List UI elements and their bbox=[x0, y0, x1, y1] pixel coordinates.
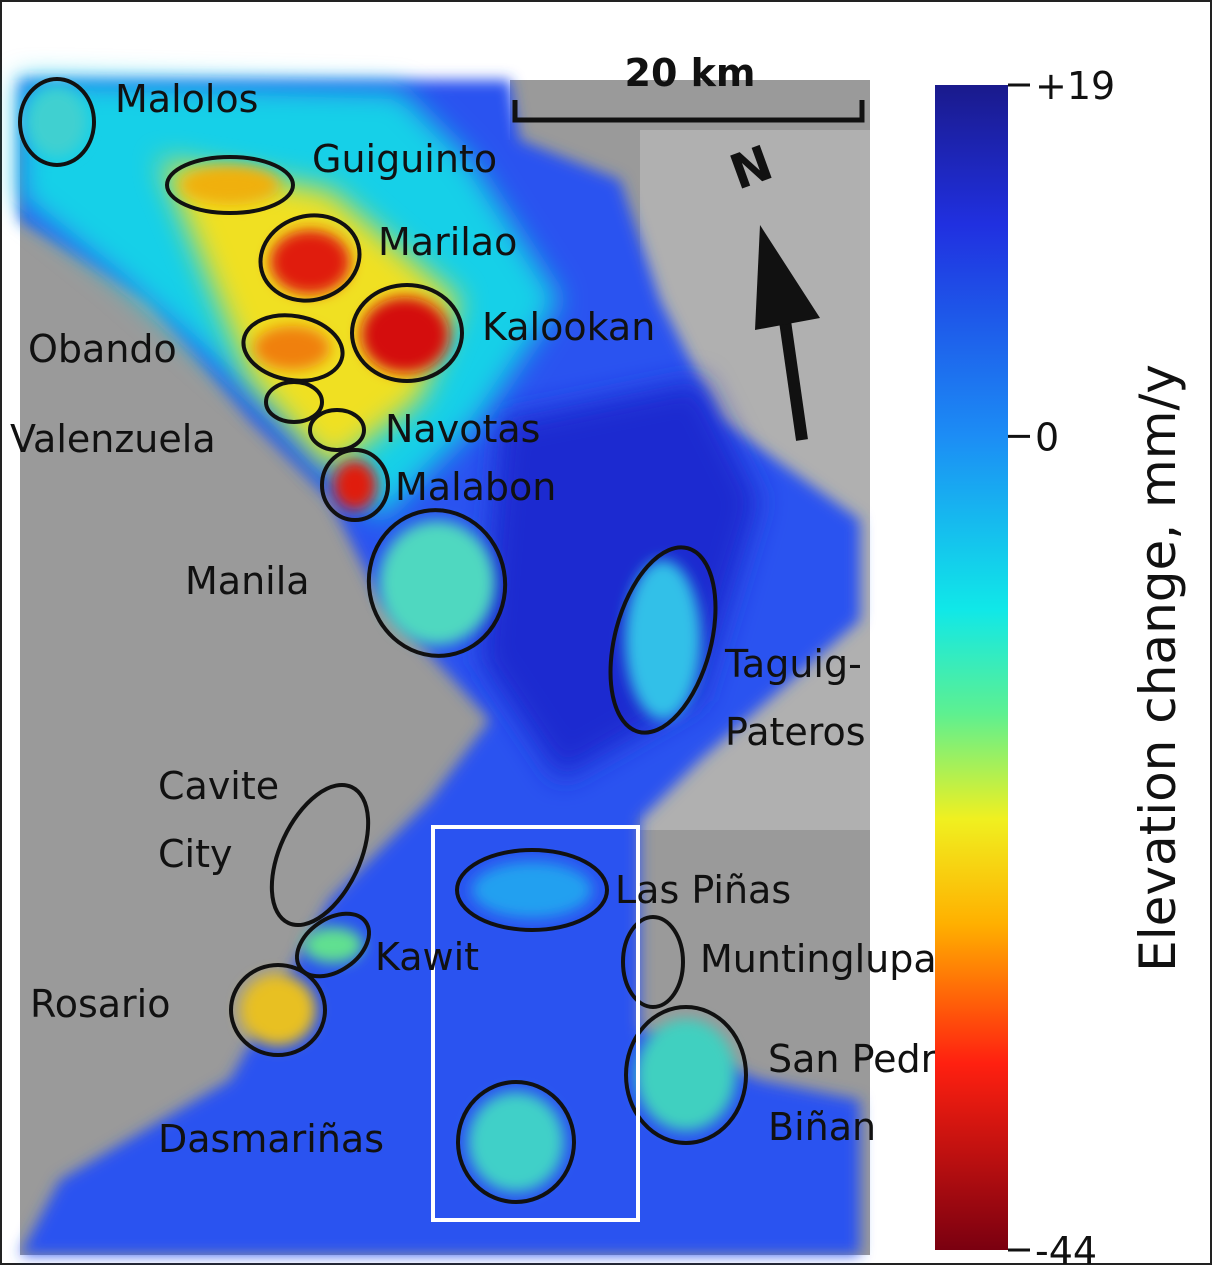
place-label: Navotas bbox=[385, 407, 540, 451]
colorbar-title: Elevation change, mm/y bbox=[1129, 364, 1187, 972]
place-label: Obando bbox=[28, 327, 177, 371]
place-label: Pateros bbox=[725, 710, 866, 754]
figure: Malolos Guiguinto Marilao Kalookan Obando Val… bbox=[0, 0, 1212, 1265]
place-label: Kalookan bbox=[482, 305, 655, 349]
place-label: Marilao bbox=[378, 220, 517, 264]
place-label: Biñan bbox=[768, 1105, 876, 1149]
place-label: Malolos bbox=[115, 77, 258, 121]
colorbar-tick-label: +19 bbox=[1035, 64, 1115, 108]
place-label: Manila bbox=[185, 559, 310, 603]
place-label: Malabon bbox=[395, 465, 556, 509]
place-label: Rosario bbox=[30, 982, 170, 1026]
place-label: Taguig- bbox=[724, 642, 862, 686]
place-label: Muntinglupa bbox=[700, 937, 937, 981]
colorbar-tick-label: -44 bbox=[1035, 1229, 1097, 1265]
place-label: Cavite bbox=[158, 764, 279, 808]
place-label: Valenzuela bbox=[10, 417, 216, 461]
place-label: Guiguinto bbox=[312, 137, 497, 181]
place-label: City bbox=[158, 832, 232, 876]
colorbar-ramp bbox=[935, 85, 1008, 1250]
scale-label: 20 km bbox=[625, 51, 756, 95]
place-label: Las Piñas bbox=[615, 868, 791, 912]
place-label: Dasmariñas bbox=[158, 1117, 384, 1161]
colorbar-tick-label: 0 bbox=[1035, 415, 1059, 459]
place-label: Kawit bbox=[375, 935, 479, 979]
